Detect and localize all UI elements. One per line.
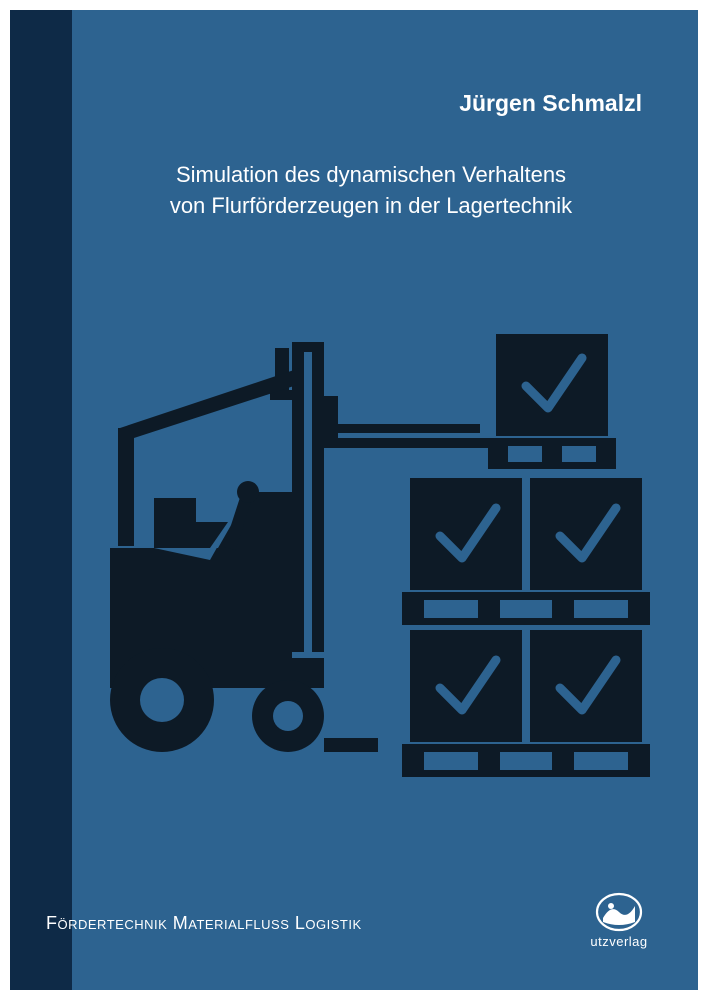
spine-strip	[10, 10, 72, 990]
author-name: Jürgen Schmalzl	[459, 90, 642, 117]
book-title: Simulation des dynamischen Verhaltens vo…	[100, 160, 642, 222]
cover-illustration	[100, 300, 660, 800]
box-stack	[402, 478, 650, 777]
publisher-logo-icon	[595, 892, 643, 932]
top-box-group	[488, 334, 616, 469]
publisher-name: utzverlag	[590, 934, 647, 949]
title-line-1: Simulation des dynamischen Verhaltens	[176, 162, 566, 187]
title-line-2: von Flurförderzeugen in der Lagertechnik	[170, 193, 572, 218]
series-name: Fördertechnik Materialfluss Logistik	[46, 913, 362, 934]
publisher-block: utzverlag	[588, 892, 650, 954]
book-cover: Jürgen Schmalzl Simulation des dynamisch…	[10, 10, 698, 990]
forklift-and-boxes-svg	[100, 300, 660, 800]
